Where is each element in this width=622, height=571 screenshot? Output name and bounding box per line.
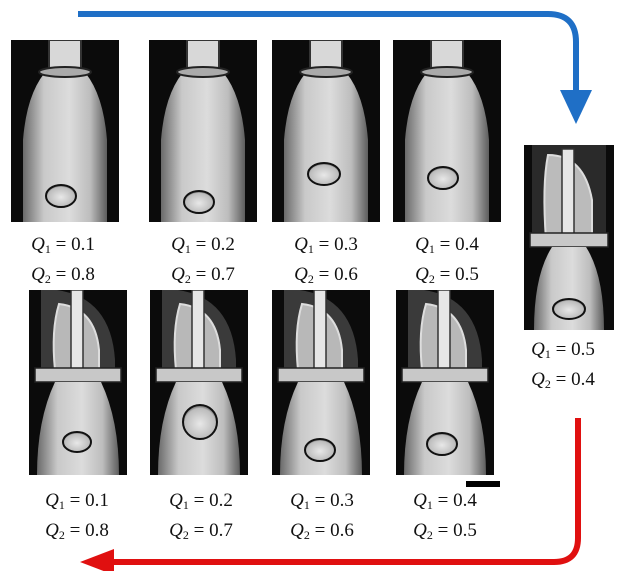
scale-bar	[466, 481, 500, 487]
top-panel-4	[393, 40, 501, 222]
bottom-panel-2	[150, 290, 248, 475]
caption-bottom-2: Q1 = 0.2 Q2 = 0.7	[169, 490, 233, 542]
top-panel-2	[149, 40, 257, 222]
side-panel	[524, 145, 614, 330]
droplet	[307, 162, 341, 186]
droplet	[427, 166, 459, 190]
droplet	[182, 404, 218, 440]
red-curved-arrow-icon	[80, 418, 581, 571]
blue-curved-arrow-icon	[78, 11, 592, 124]
bottom-panel-3	[272, 290, 370, 475]
caption-bottom-4: Q1 = 0.4 Q2 = 0.5	[413, 490, 477, 542]
droplet	[62, 431, 92, 453]
bottom-panel-4	[396, 290, 494, 475]
caption-bottom-3: Q1 = 0.3 Q2 = 0.6	[290, 490, 354, 542]
droplet	[552, 298, 586, 320]
droplet	[183, 190, 215, 214]
top-panel-1	[11, 40, 119, 222]
caption-top-1: Q1 = 0.1 Q2 = 0.8	[31, 234, 95, 286]
caption-bottom-1: Q1 = 0.1 Q2 = 0.8	[45, 490, 109, 542]
droplet	[45, 184, 77, 208]
caption-top-2: Q1 = 0.2 Q2 = 0.7	[171, 234, 235, 286]
bottom-panel-1	[29, 290, 127, 475]
caption-side: Q1 = 0.5 Q2 = 0.4	[531, 339, 595, 391]
droplet	[304, 438, 336, 462]
top-panel-3	[272, 40, 380, 222]
caption-top-4: Q1 = 0.4 Q2 = 0.5	[415, 234, 479, 286]
droplet	[426, 432, 458, 456]
caption-top-3: Q1 = 0.3 Q2 = 0.6	[294, 234, 358, 286]
